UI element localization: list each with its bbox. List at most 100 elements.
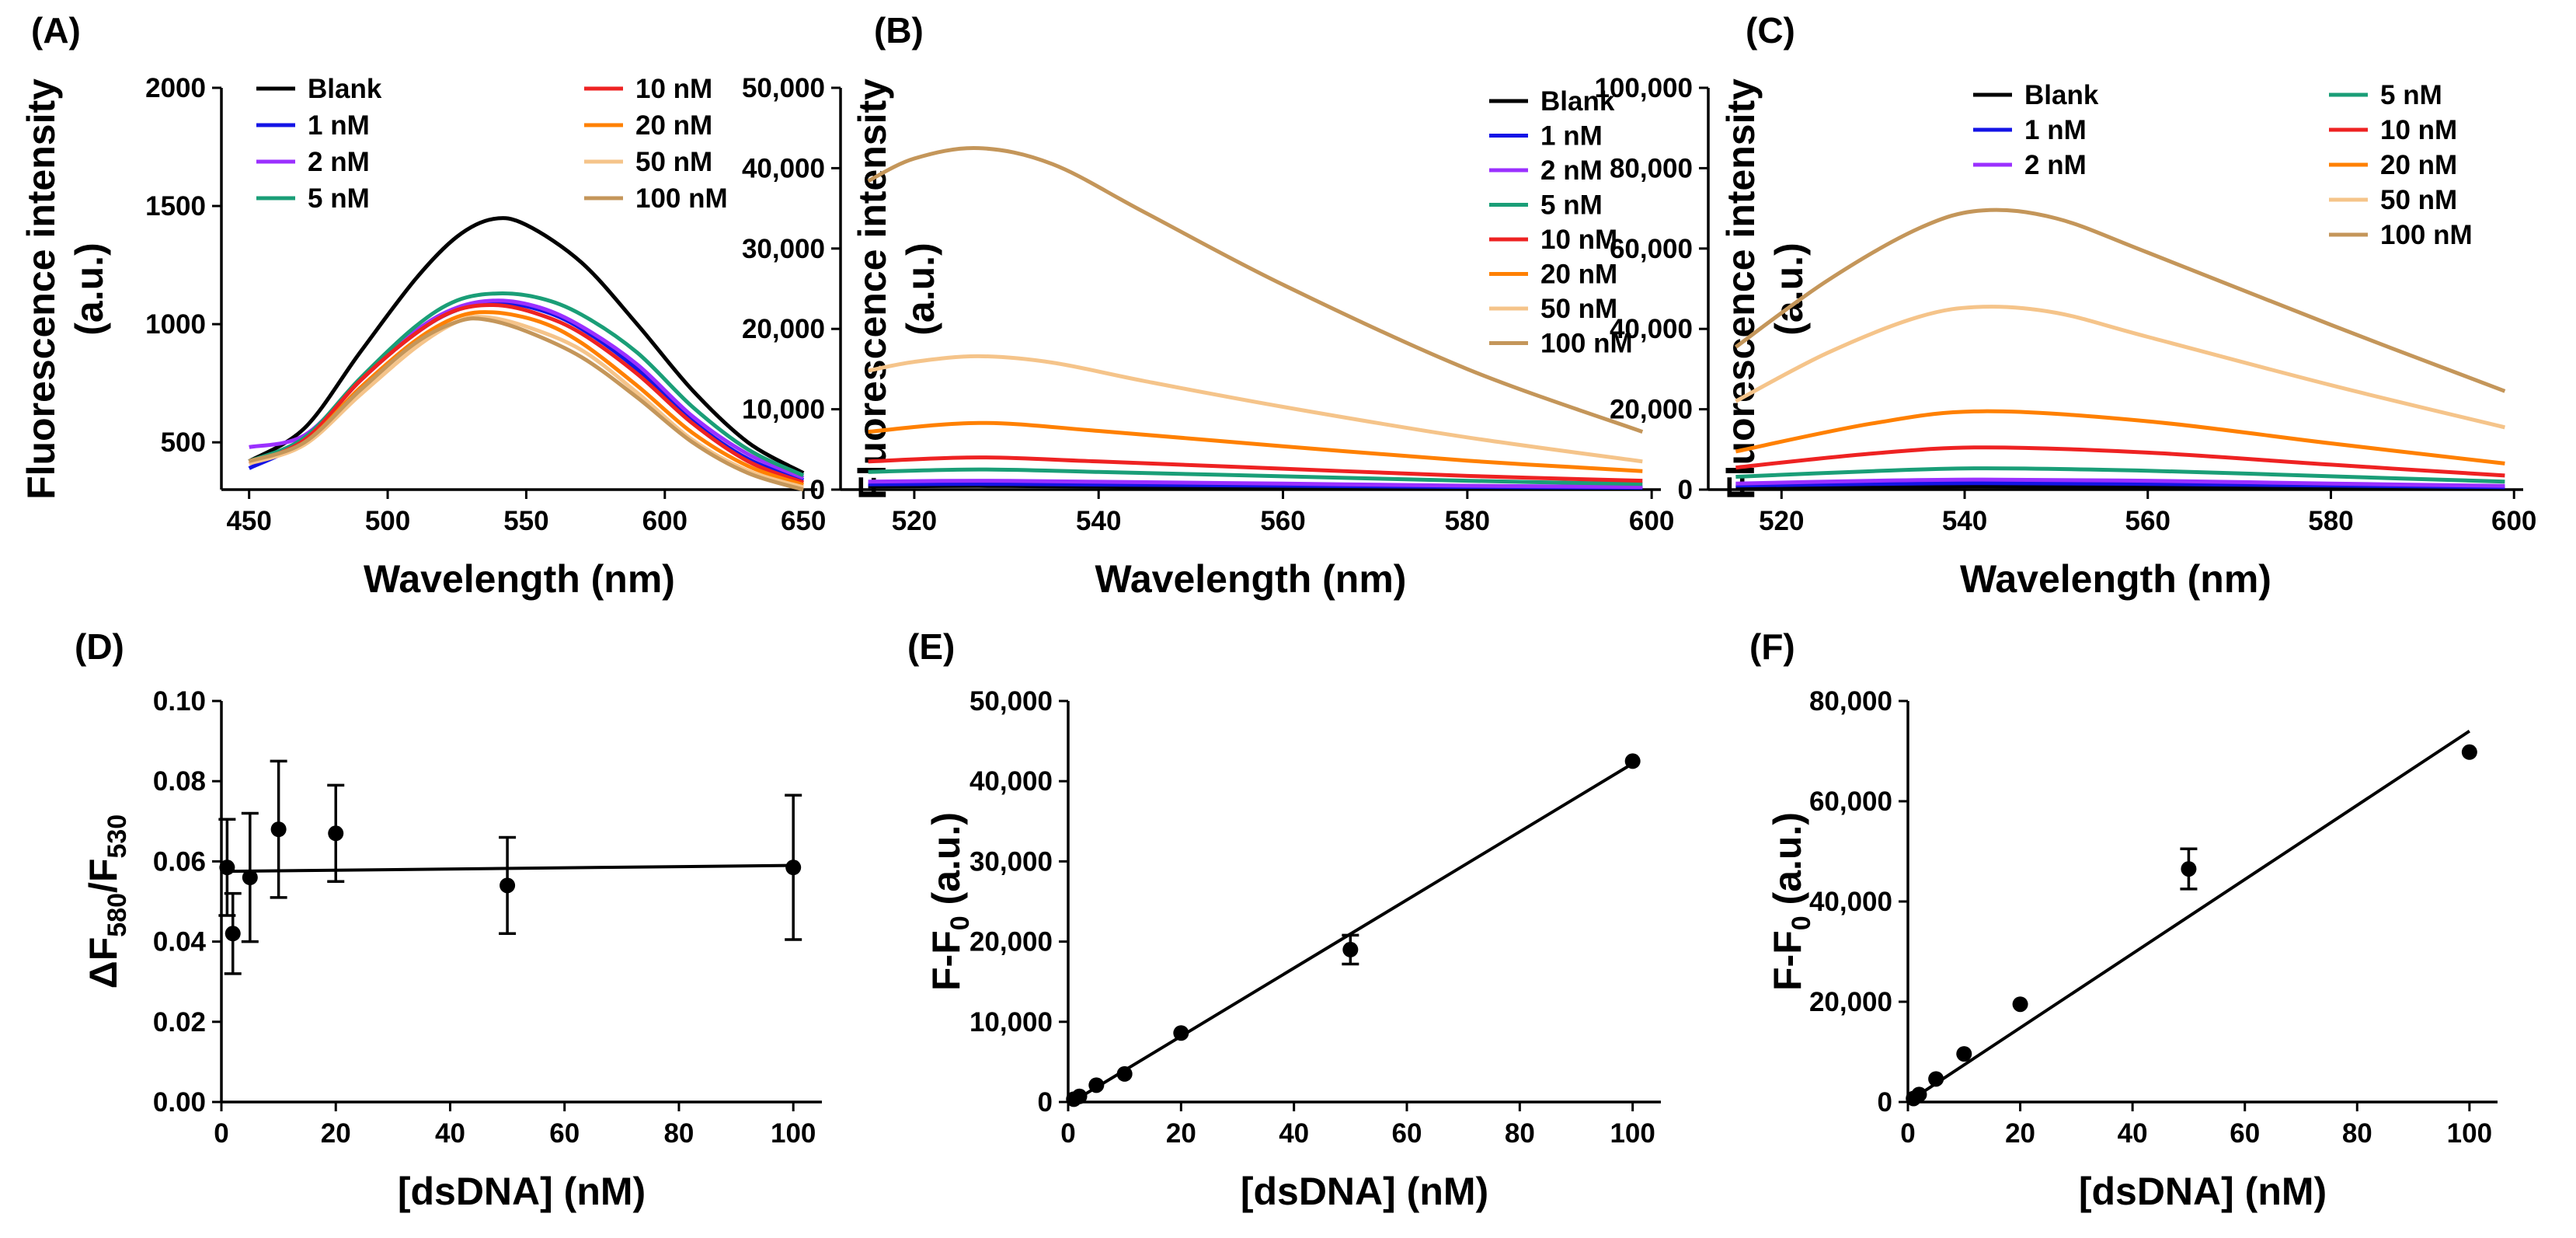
y-tick-label: 1500 [145, 191, 206, 221]
data-point [500, 877, 516, 894]
y-axis-title-line2: (a.u.) [1767, 242, 1811, 335]
y-axis-title-line1: Fluorescence intensity [1719, 78, 1763, 500]
fit-line [1906, 730, 2470, 1104]
y-axis-title-main: ΔF [82, 937, 125, 989]
x-tick-label: 60 [549, 1118, 580, 1149]
series-line-20-nm [1735, 409, 2505, 466]
y-axis-title-line2: (a.u.) [68, 242, 111, 335]
series-line-10-nm [248, 302, 805, 485]
x-tick-label: 540 [1942, 506, 1987, 536]
x-tick-label: 500 [365, 506, 410, 536]
y-tick-label: 30,000 [742, 234, 825, 264]
y-tick-label: 50,000 [969, 686, 1053, 717]
series-line-blank [248, 216, 805, 475]
y-axis-title: Fluorescence intensity (a.u.) [19, 78, 111, 500]
x-tick-label: 560 [1260, 506, 1305, 536]
y-axis-title-sub: 580 [103, 893, 132, 937]
y-tick-label: 0.00 [153, 1087, 206, 1118]
data-point [219, 860, 235, 876]
data-point [1624, 753, 1641, 769]
data-point [1928, 1071, 1944, 1087]
series-line-10-nm [1735, 445, 2505, 478]
series-line-100-nm [1734, 207, 2506, 393]
y-tick-label: 40,000 [742, 153, 825, 183]
legend-label: Blank [308, 74, 382, 104]
y-tick-label: 2000 [145, 73, 206, 103]
panel-a: (A) 450 500 550 600 650 500 1000 1500 2000 Wavelen… [19, 10, 826, 601]
series-line-50-nm [1735, 305, 2505, 430]
x-axis-title: [dsDNA] (nM) [1241, 1170, 1488, 1213]
panel-letter: (C) [1746, 10, 1795, 51]
y-tick-label: 40,000 [1610, 314, 1693, 344]
y-axis-title-units: (a.u.) [924, 812, 968, 915]
legend-label: 1 nM [308, 110, 370, 141]
y-tick-label: 80,000 [1610, 153, 1693, 183]
y-axis-title-line1: Fluorescence intensity [19, 78, 63, 500]
legend-label: 50 nM [2380, 185, 2457, 215]
x-tick-label: 100 [1610, 1118, 1655, 1149]
series-line-20-nm [868, 420, 1643, 473]
x-tick-label: 550 [503, 506, 548, 536]
y-tick-label: 60,000 [1809, 786, 1892, 817]
legend-label: 10 nM [1540, 225, 1617, 255]
legend-label: 100 nM [635, 183, 728, 214]
panel-e: (E) 0 20 40 60 80 100 0 10,000 20,000 30,000 40,000… [907, 626, 1661, 1213]
y-tick-label: 30,000 [969, 846, 1053, 877]
y-tick-label: 20,000 [1809, 987, 1892, 1017]
x-axis-title: [dsDNA] (nM) [2079, 1170, 2327, 1213]
panel-letter: (F) [1749, 626, 1795, 667]
y-tick-label: 100,000 [1594, 73, 1693, 103]
data-point [2012, 996, 2028, 1013]
x-tick-label: 60 [2230, 1118, 2260, 1149]
y-axis-title-line1: Fluorescence intensity [851, 78, 894, 500]
x-tick-label: 650 [781, 506, 826, 536]
legend-label: 20 nM [2380, 150, 2457, 180]
y-tick-label: 20,000 [969, 927, 1053, 957]
y-axis-title-slash: /F [82, 859, 125, 893]
data-point [1071, 1088, 1088, 1104]
legend-label: 5 nM [308, 183, 370, 214]
data-point [1342, 941, 1359, 957]
y-axis-title: F-F0 (a.u.) [1766, 812, 1816, 991]
legend-label: 10 nM [2380, 115, 2457, 145]
series-line-2-nm [1735, 477, 2505, 488]
x-tick-label: 100 [771, 1118, 816, 1149]
x-tick-label: 450 [226, 506, 271, 536]
y-tick-label: 10,000 [969, 1007, 1053, 1037]
x-tick-label: 520 [892, 506, 937, 536]
legend-label: 20 nM [635, 110, 712, 141]
x-tick-label: 0 [1900, 1118, 1915, 1149]
legend-label: 10 nM [635, 74, 712, 104]
x-tick-label: 20 [2005, 1118, 2035, 1149]
y-axis-title-units: (a.u.) [1766, 812, 1809, 915]
legend-label: Blank [1540, 86, 1615, 117]
series-line-10-nm [868, 455, 1643, 483]
panel-letter: (D) [75, 626, 124, 667]
x-axis-title: Wavelength (nm) [364, 557, 675, 601]
x-tick-label: 580 [2308, 506, 2353, 536]
x-tick-label: 600 [2491, 506, 2536, 536]
x-tick-label: 560 [2125, 506, 2170, 536]
data-point [328, 825, 344, 842]
y-axis-title-sub: 0 [945, 915, 975, 930]
series-line-5-nm [248, 291, 805, 478]
panel-letter: (E) [907, 626, 955, 667]
data-point [1088, 1077, 1105, 1093]
legend-label: 2 nM [308, 147, 370, 177]
legend-label: 2 nM [1540, 155, 1603, 186]
data-point [242, 870, 258, 886]
x-tick-label: 40 [435, 1118, 465, 1149]
y-axis-title: Fluorescence intensity (a.u.) [851, 78, 942, 500]
y-axis-title-sub: 530 [103, 814, 132, 859]
y-axis-title: F-F0 (a.u.) [924, 812, 975, 991]
legend-label: 1 nM [2024, 115, 2087, 145]
y-tick-label: 0 [1878, 1087, 1892, 1118]
x-tick-label: 80 [663, 1118, 694, 1149]
x-tick-label: 100 [2447, 1118, 2492, 1149]
y-axis-title: Fluorescence intensity (a.u.) [1719, 78, 1811, 500]
x-axis-title: [dsDNA] (nM) [398, 1170, 646, 1213]
x-tick-label: 60 [1392, 1118, 1422, 1149]
legend-label: 5 nM [2380, 80, 2442, 110]
x-tick-label: 80 [2342, 1118, 2372, 1149]
